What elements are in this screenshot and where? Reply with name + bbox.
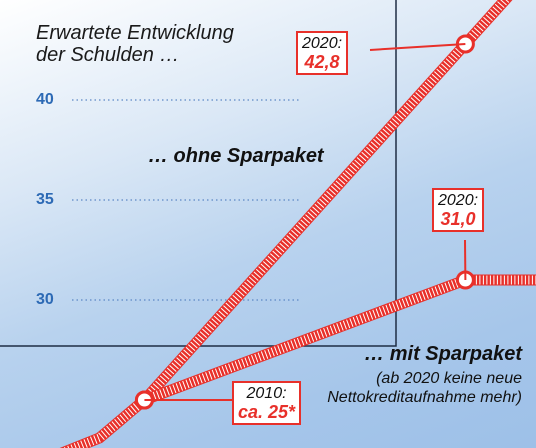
value-text: ca. 25* <box>238 402 296 422</box>
value-label: 2010: ca. 25* <box>232 381 302 425</box>
chart-title: Erwartete Entwicklung der Schulden … <box>36 22 234 66</box>
value-text: 31,0 <box>440 209 476 229</box>
series-line-hatch <box>141 40 469 404</box>
y-tick-label: 35 <box>36 191 54 208</box>
value-label: 2020: 42,8 <box>296 31 349 75</box>
x-label: 2020: <box>302 35 343 52</box>
leader <box>369 43 466 51</box>
value-label: 2020: 31,0 <box>432 188 485 232</box>
series-line <box>142 274 468 406</box>
continuation <box>461 0 513 48</box>
y-tick-label: 30 <box>36 291 54 308</box>
note: (ab 2020 keine neue Nettokreditaufnahme … <box>327 370 522 406</box>
series-label: … mit Sparpaket <box>364 343 523 365</box>
lead-in <box>59 395 148 448</box>
series-label: … ohne Sparpaket <box>148 145 325 167</box>
x-label: 2010: <box>246 385 287 402</box>
y-tick-label: 40 <box>36 91 54 108</box>
value-text: 42,8 <box>304 52 340 72</box>
x-label: 2020: <box>438 192 479 209</box>
